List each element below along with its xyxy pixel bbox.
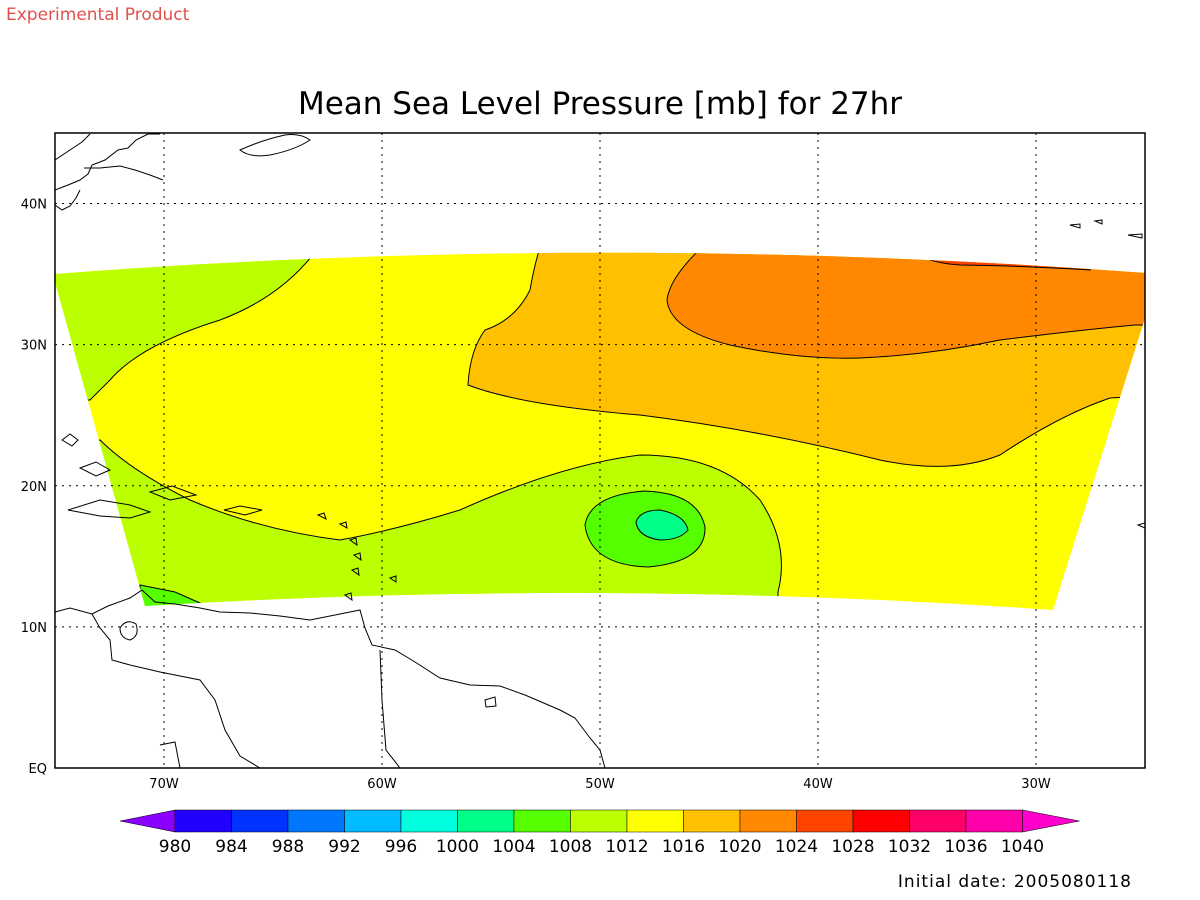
colorbar-swatch <box>174 809 232 833</box>
latitude-axis: EQ 10N 20N 30N 40N <box>21 198 47 777</box>
colorbar-swatch <box>400 809 458 833</box>
colorbar-swatch <box>852 809 910 833</box>
lat-tick-label: 30N <box>21 339 47 354</box>
lon-tick-label: 60W <box>367 777 397 792</box>
colorbar: 980 984 988 992 996 1000 1004 1008 1012 1016 1020 1… <box>119 809 1080 857</box>
lat-tick-label: EQ <box>29 762 47 777</box>
colorbar-swatch <box>231 809 289 833</box>
longitude-axis: 70W 60W 50W 40W 30W <box>149 777 1051 792</box>
lon-tick-label: 30W <box>1021 777 1051 792</box>
lat-tick-label: 20N <box>21 480 47 495</box>
lon-tick-label: 50W <box>585 777 615 792</box>
colorbar-label: 984 <box>215 837 247 857</box>
colorbar-swatch <box>570 809 628 833</box>
lon-tick-label: 70W <box>149 777 179 792</box>
colorbar-label: 1004 <box>492 837 535 857</box>
colorbar-label: 1028 <box>831 837 874 857</box>
fill-1000-1004-center <box>635 509 689 541</box>
colorbar-swatch <box>513 809 571 833</box>
colorbar-label: 1000 <box>436 837 479 857</box>
colorbar-low-arrow <box>119 809 176 833</box>
map-title: Mean Sea Level Pressure [mb] for 27hr <box>298 86 902 122</box>
colorbar-label: 988 <box>272 837 304 857</box>
colorbar-swatch <box>796 809 854 833</box>
experimental-banner: Experimental Product <box>6 5 190 25</box>
colorbar-swatch <box>739 809 797 833</box>
coastlines <box>55 133 1145 768</box>
colorbar-swatch <box>626 809 684 833</box>
colorbar-label: 1024 <box>775 837 818 857</box>
colorbar-label: 1036 <box>944 837 987 857</box>
map-frame <box>54 132 1146 769</box>
colorbar-label: 996 <box>385 837 417 857</box>
colorbar-swatch <box>344 809 402 833</box>
graticule <box>55 133 1145 768</box>
colorbar-high-arrow <box>1022 809 1080 833</box>
colorbar-label: 992 <box>328 837 360 857</box>
colorbar-label: 980 <box>159 837 191 857</box>
fill-1020-1024 <box>666 252 1145 359</box>
lat-tick-label: 10N <box>21 621 47 636</box>
lat-tick-label: 40N <box>21 198 47 213</box>
colorbar-label: 1012 <box>605 837 648 857</box>
colorbar-label: 1040 <box>1001 837 1044 857</box>
map-plot-area <box>55 133 1145 768</box>
colorbar-label: 1008 <box>549 837 592 857</box>
colorbar-swatch <box>287 809 345 833</box>
initial-date: Initial date: 2005080118 <box>898 872 1132 892</box>
pressure-fill-layer <box>55 252 1145 610</box>
colorbar-swatch <box>965 809 1023 833</box>
colorbar-swatch <box>909 809 967 833</box>
colorbar-swatch <box>457 809 515 833</box>
colorbar-label: 1032 <box>888 837 931 857</box>
colorbar-swatch <box>683 809 741 833</box>
lon-tick-label: 40W <box>803 777 833 792</box>
colorbar-label: 1016 <box>662 837 705 857</box>
colorbar-label: 1020 <box>718 837 761 857</box>
fill-1008-1012-south <box>55 439 782 610</box>
